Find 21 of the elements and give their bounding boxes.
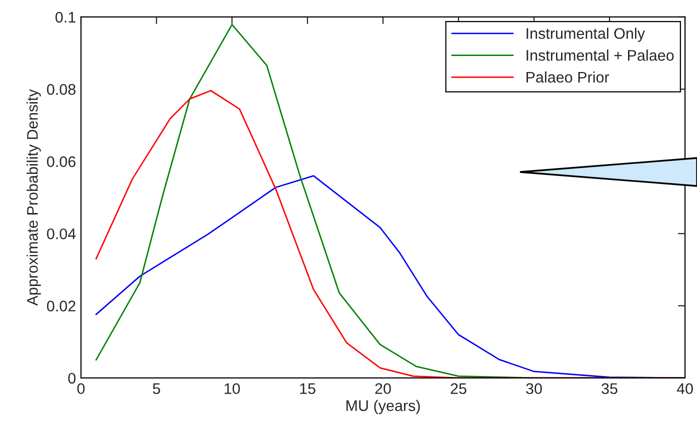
legend-label: Palaeo Prior — [526, 71, 610, 83]
y-tick-label: 0.1 — [55, 12, 76, 23]
x-tick-label: 0 — [77, 383, 85, 394]
x-axis-title: MU (years) — [346, 400, 420, 414]
y-tick-label: 0.06 — [46, 156, 76, 168]
x-tick-label: 5 — [152, 383, 160, 394]
legend-label: Instrumental + Palaeo — [526, 50, 674, 61]
x-tick-label: 10 — [224, 383, 240, 394]
y-tick-label: 0.08 — [46, 84, 76, 95]
x-tick-label: 25 — [450, 383, 466, 394]
x-tick-label: 15 — [300, 383, 316, 394]
line-series — [95, 175, 686, 378]
x-tick-label: 40 — [676, 383, 693, 394]
y-axis-title: Approximate Probability Density — [26, 89, 41, 306]
x-tick-label: 35 — [602, 383, 618, 394]
y-tick-label: 0.02 — [46, 300, 76, 312]
y-tick-label: 0.04 — [46, 228, 76, 240]
x-tick-label: 20 — [375, 383, 391, 394]
y-tick-label: 0 — [68, 372, 76, 384]
x-tick-label: 30 — [526, 383, 542, 394]
legend-label: Instrumental Only — [526, 28, 645, 42]
